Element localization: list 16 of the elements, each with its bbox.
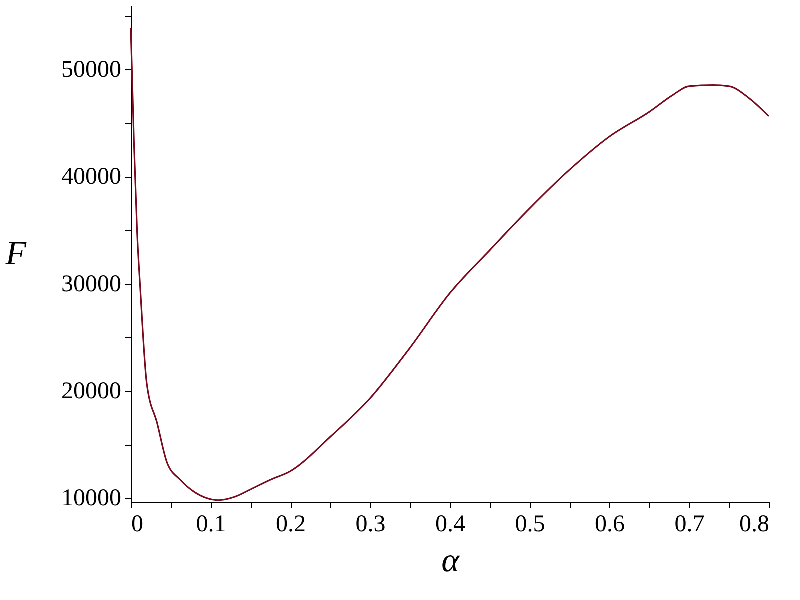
x-tick-label: 0.5 [515,512,546,538]
y-axis-title: F [4,236,28,272]
y-tick-label: 20000 [62,378,122,405]
x-tick-label: 0.7 [674,512,705,538]
x-tick-label: 0.2 [276,512,306,538]
x-tick-label: 0.3 [356,512,386,538]
y-tick-label: 50000 [62,56,122,83]
x-tick-label: 0.4 [436,512,466,538]
y-tick-label: 40000 [62,164,122,190]
y-tick-label: 30000 [62,271,122,298]
x-tick-label: 0.1 [196,512,226,538]
y-tick-label: 10000 [62,486,122,512]
x-tick-label: 0.8 [740,512,770,538]
x-axis-title: α [442,542,461,580]
x-tick-label: 0 [132,512,144,538]
x-tick-label: 0.6 [595,512,625,538]
